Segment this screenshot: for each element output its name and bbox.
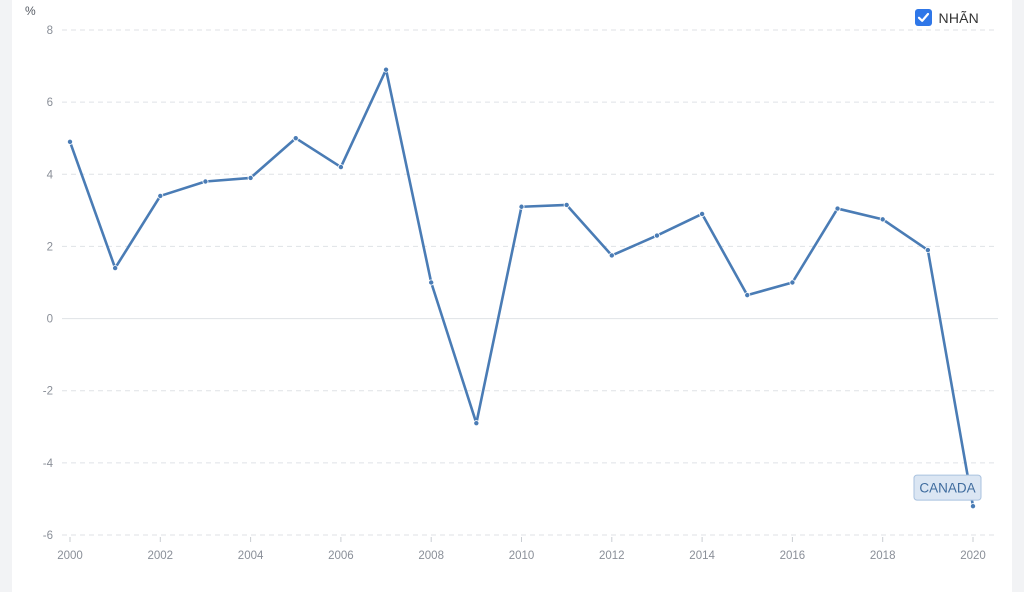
data-point (879, 216, 886, 223)
series-line (68, 68, 975, 508)
y-tick-label: -6 (43, 530, 53, 542)
data-point (563, 201, 570, 208)
data-point (383, 66, 390, 73)
y-tick-label: 6 (47, 97, 53, 109)
data-point (699, 210, 706, 217)
x-tick-label: 2006 (328, 550, 354, 562)
data-point (337, 164, 344, 171)
x-tick-label: 2012 (599, 550, 625, 562)
labels-checkbox[interactable] (914, 9, 932, 26)
y-tick-label: -4 (43, 458, 54, 470)
labels-toggle-text: NHÃN (938, 9, 979, 26)
x-tick-label: 2000 (57, 550, 83, 562)
data-point (744, 292, 751, 299)
checkmark-icon (917, 12, 929, 22)
data-point (789, 279, 796, 286)
data-point (473, 420, 480, 427)
labels-toggle[interactable]: NHÃN (914, 9, 979, 26)
data-point (292, 135, 299, 142)
chart-card: NHÃN (12, 0, 1012, 592)
data-point (834, 205, 841, 212)
x-tick-label: 2016 (780, 550, 806, 562)
y-tick-label: 2 (47, 241, 53, 253)
series-label: CANADA (919, 481, 975, 496)
data-point (970, 503, 977, 510)
y-tick-label: -2 (43, 386, 53, 398)
y-axis-unit: % (25, 4, 36, 18)
data-point (112, 265, 119, 272)
y-tick-label: 4 (47, 169, 54, 181)
data-point (157, 192, 164, 199)
x-tick-label: 2002 (148, 550, 174, 562)
x-tick-label: 2010 (509, 550, 535, 562)
x-tick-label: 2008 (418, 550, 444, 562)
data-point (67, 138, 74, 145)
data-point (653, 232, 660, 239)
data-point (924, 247, 931, 254)
data-point (518, 203, 525, 210)
y-tick-label: 0 (47, 314, 53, 326)
data-point (608, 252, 615, 259)
series-label-box (913, 474, 982, 501)
x-tick-label: 2018 (870, 550, 896, 562)
data-point (428, 279, 435, 286)
y-tick-label: 8 (47, 25, 53, 37)
x-tick-label: 2014 (689, 550, 715, 562)
data-point (202, 178, 209, 185)
x-tick-label: 2004 (238, 550, 264, 562)
data-point (247, 174, 254, 181)
x-tick-label: 2020 (960, 550, 986, 562)
